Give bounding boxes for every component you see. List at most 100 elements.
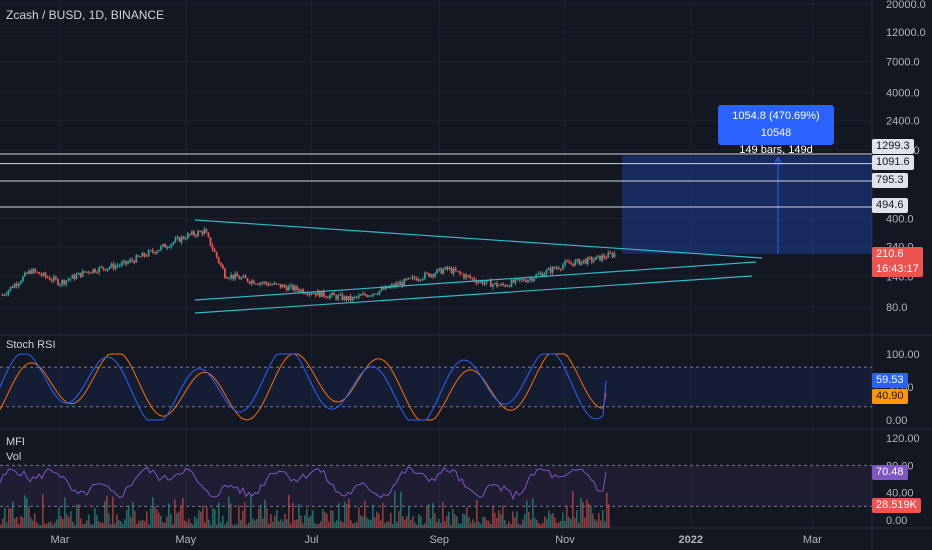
volume-bar (564, 520, 566, 528)
candle-body (531, 278, 533, 281)
volume-bar (604, 521, 606, 528)
candle-body (411, 276, 414, 278)
candle-body (390, 284, 393, 287)
time-tick-label: Jul (304, 534, 318, 546)
volume-bar (84, 523, 86, 528)
candle-body (370, 295, 373, 297)
candle-body (15, 284, 18, 286)
volume-bar (326, 513, 328, 528)
volume-bar (32, 520, 34, 528)
volume-bar (36, 522, 38, 528)
volume-bar (194, 516, 196, 528)
volume-bar (358, 507, 360, 528)
volume-bar (422, 524, 424, 528)
candle-body (428, 273, 430, 277)
candle-body (114, 265, 117, 269)
candle-body (112, 263, 115, 269)
candle-body (1, 294, 4, 296)
volume-bar (270, 514, 272, 528)
candle-body (240, 277, 243, 280)
volume-bar (128, 505, 130, 528)
candle-body (419, 279, 422, 281)
volume-bar (344, 501, 346, 528)
volume-bar (50, 521, 52, 528)
volume-bar (310, 515, 312, 528)
candle-body (566, 261, 568, 263)
mfi-label[interactable]: MFI (6, 436, 25, 448)
projection-arrowhead (773, 156, 783, 165)
candle-body (397, 283, 399, 285)
candle-body (223, 268, 226, 278)
volume-bar (322, 509, 324, 528)
candle-body (578, 259, 581, 265)
candle-body (205, 229, 208, 233)
stoch-rsi-pane (0, 353, 872, 421)
level-tag-4: 494.6 (872, 198, 908, 213)
candle-body (574, 260, 577, 266)
candle-body (261, 282, 263, 284)
volume-bar (108, 513, 110, 528)
volume-bar (486, 520, 488, 528)
volume-bar (522, 519, 524, 528)
candle-body (188, 233, 191, 235)
candle-body (118, 265, 121, 267)
candle-body (186, 233, 189, 239)
candle-body (454, 268, 457, 272)
volume-bar (380, 520, 382, 528)
triangle-trendlines (194, 219, 763, 314)
volume-bar (156, 509, 158, 528)
candle-body (366, 295, 369, 297)
volume-bar (116, 514, 118, 528)
candle-body (79, 272, 82, 277)
symbol-title[interactable]: Zcash / BUSD, 1D, BINANCE (6, 8, 165, 22)
volume-bar (420, 515, 422, 528)
candle-body (469, 275, 472, 278)
volume-bar (524, 513, 526, 528)
volume-bar (286, 519, 288, 528)
candle-body (368, 295, 371, 297)
volume-bar (20, 516, 22, 528)
volume-bar (292, 502, 294, 528)
volume-bar (556, 522, 558, 528)
level-tag-1: 1299.3 (872, 139, 914, 154)
volume-bar (150, 508, 152, 528)
volume-bar (374, 517, 376, 528)
volume-bar (160, 515, 162, 528)
mfi-line (0, 466, 607, 501)
candle-body (254, 283, 257, 285)
candle-body (382, 287, 385, 290)
candle-body (73, 274, 76, 279)
candle-body (324, 296, 327, 298)
volume-bar (316, 524, 318, 528)
candle-body (384, 286, 387, 290)
candle-body (42, 272, 45, 276)
volume-bar (72, 521, 74, 528)
candle-body (217, 257, 220, 263)
time-tick-label: 2022 (678, 534, 702, 546)
candle-body (597, 255, 599, 257)
volume-bar (216, 524, 218, 528)
volume-bar (362, 516, 364, 528)
volume-bar (594, 519, 596, 528)
candle-body (19, 281, 22, 284)
time-axis[interactable]: Mar May Jul Sep Nov 2022 Mar (51, 534, 823, 546)
candle-body (347, 296, 350, 301)
candle-body (502, 283, 505, 285)
volume-bar (258, 508, 260, 528)
vol-label[interactable]: Vol (6, 451, 22, 463)
volume-bar (202, 505, 204, 528)
candle-body (158, 249, 160, 252)
volume-bar (320, 521, 322, 528)
volume-bar (484, 517, 486, 528)
volume-bar (338, 503, 340, 528)
candle-body (559, 268, 562, 270)
volume-bar (448, 511, 450, 528)
mfi-pane (0, 464, 872, 528)
candle-body (479, 280, 482, 282)
stoch-rsi-label[interactable]: Stoch RSI (6, 339, 56, 351)
candle-body (234, 273, 237, 279)
candle-body (287, 286, 290, 291)
candle-body (576, 259, 579, 261)
candle-body (405, 278, 408, 280)
